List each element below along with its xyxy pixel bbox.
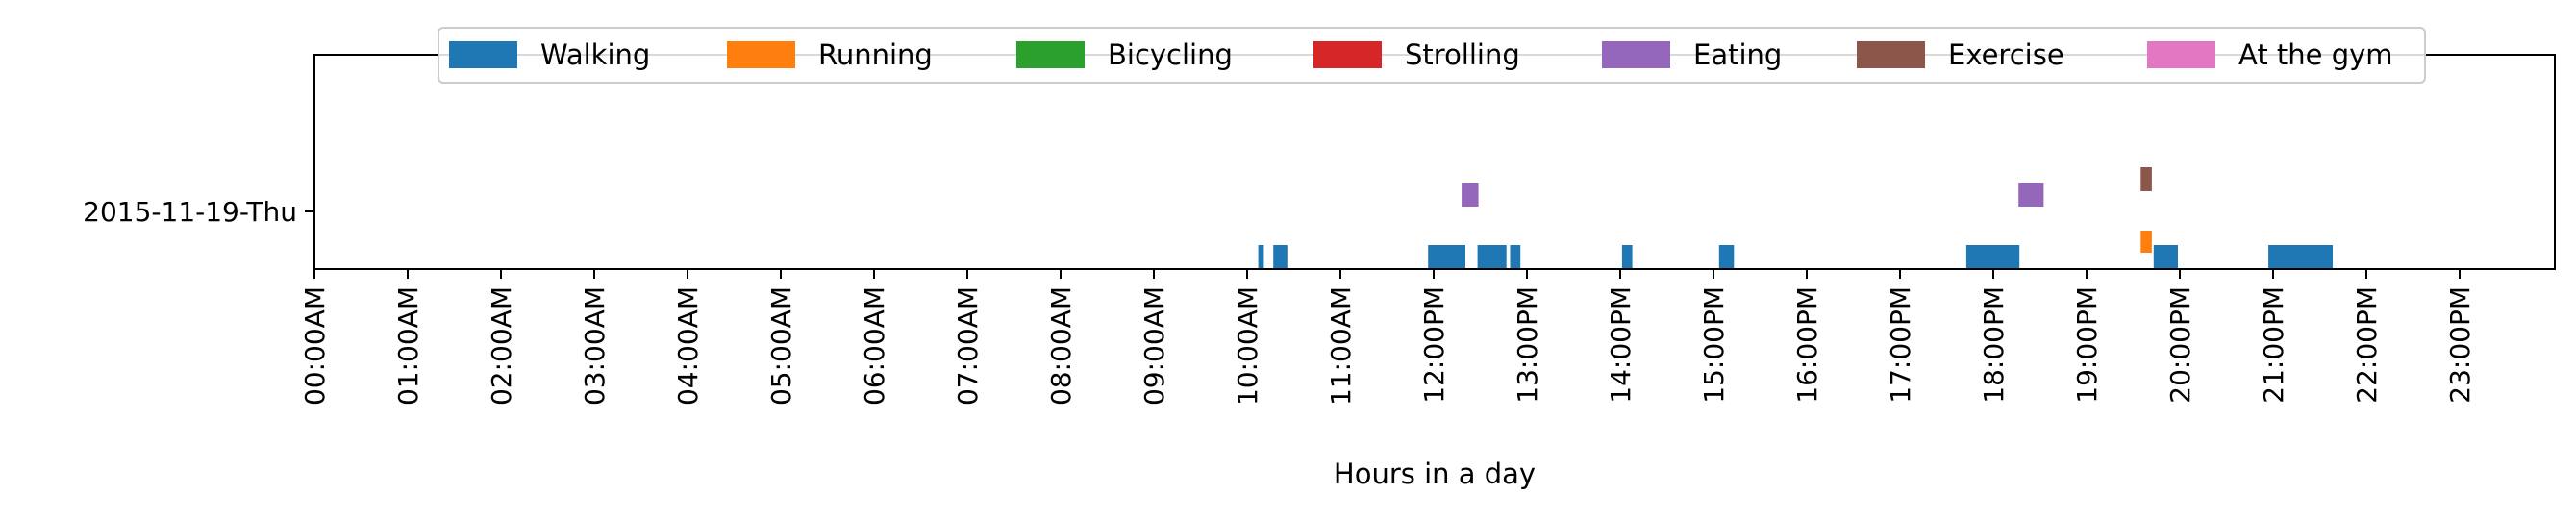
x-tick-label: 10:00AM [1232,286,1263,406]
bar-walking-2 [1428,245,1465,269]
x-tick-label: 05:00AM [765,286,797,406]
legend-frame [438,27,2426,84]
x-tick-label: 21:00PM [2258,286,2289,404]
x-tick-label: 14:00PM [1605,286,1637,404]
bar-walking-4 [1510,245,1521,269]
x-tick-label: 09:00AM [1138,286,1170,406]
bar-walking-7 [1965,245,2020,269]
x-tick-label: 18:00PM [1978,286,2010,404]
legend-swatch-at-the-gym [2147,41,2215,68]
x-tick-label: 13:00PM [1512,286,1543,404]
x-tick-label: 02:00AM [486,286,517,406]
legend: Walking Running Bicycling Strolling Eating Ex… [438,27,2426,84]
legend-label: Walking [540,38,650,71]
legend-label: Running [818,38,933,71]
legend-label: Eating [1693,38,1782,71]
x-axis: 00:00AM 01:00AM 02:00AM 03:00AM 04:00AM 05:00… [299,269,2476,406]
x-tick-label: 11:00AM [1325,286,1357,406]
x-tick-label: 19:00PM [2071,286,2103,404]
x-tick-label: 15:00PM [1698,286,1730,404]
bar-eating-0 [1462,183,1479,207]
legend-label: Strolling [1405,38,1520,71]
x-tick-label: 16:00PM [1791,286,1823,404]
x-tick-label: 08:00AM [1045,286,1077,406]
x-tick-label: 04:00AM [672,286,704,406]
bar-eating-1 [2018,183,2044,207]
x-tick-label: 22:00PM [2351,286,2383,404]
y-tick-label: 2015-11-19-Thu [83,196,297,228]
bar-walking-1 [1273,245,1288,269]
bar-walking-9 [2268,245,2333,269]
legend-label: Bicycling [1108,38,1233,71]
legend-swatch-strolling [1313,41,1382,68]
bar-exercise-0 [2140,167,2152,191]
legend-label: Exercise [1948,38,2064,71]
legend-label: At the gym [2238,38,2393,71]
x-tick-label: 03:00AM [579,286,611,406]
legend-swatch-walking [449,41,517,68]
x-tick-label: 00:00AM [299,286,331,406]
x-axis-label: Hours in a day [1334,457,1536,490]
legend-swatch-bicycling [1016,41,1085,68]
bar-walking-6 [1718,245,1735,269]
x-tick-label: 23:00PM [2444,286,2476,404]
bar-walking-8 [2153,245,2178,269]
bar-walking-5 [1621,245,1633,269]
bar-walking-3 [1477,245,1507,269]
bar-walking-0 [1258,245,1264,269]
x-tick-label: 01:00AM [392,286,424,406]
x-tick-label: 12:00PM [1418,286,1450,404]
x-tick-label: 17:00PM [1885,286,1916,404]
plot-frame [313,54,2556,270]
y-axis: 2015-11-19-Thu [83,196,314,228]
legend-swatch-eating [1602,41,1670,68]
axes [313,54,2556,270]
activity-bars [1258,167,2333,269]
legend-swatch-running [727,41,795,68]
x-tick-label: 20:00PM [2164,286,2196,404]
bar-running-0 [2140,231,2152,253]
x-tick-label: 07:00AM [952,286,984,406]
x-tick-label: 06:00AM [859,286,890,406]
legend-swatch-exercise [1857,41,1925,68]
